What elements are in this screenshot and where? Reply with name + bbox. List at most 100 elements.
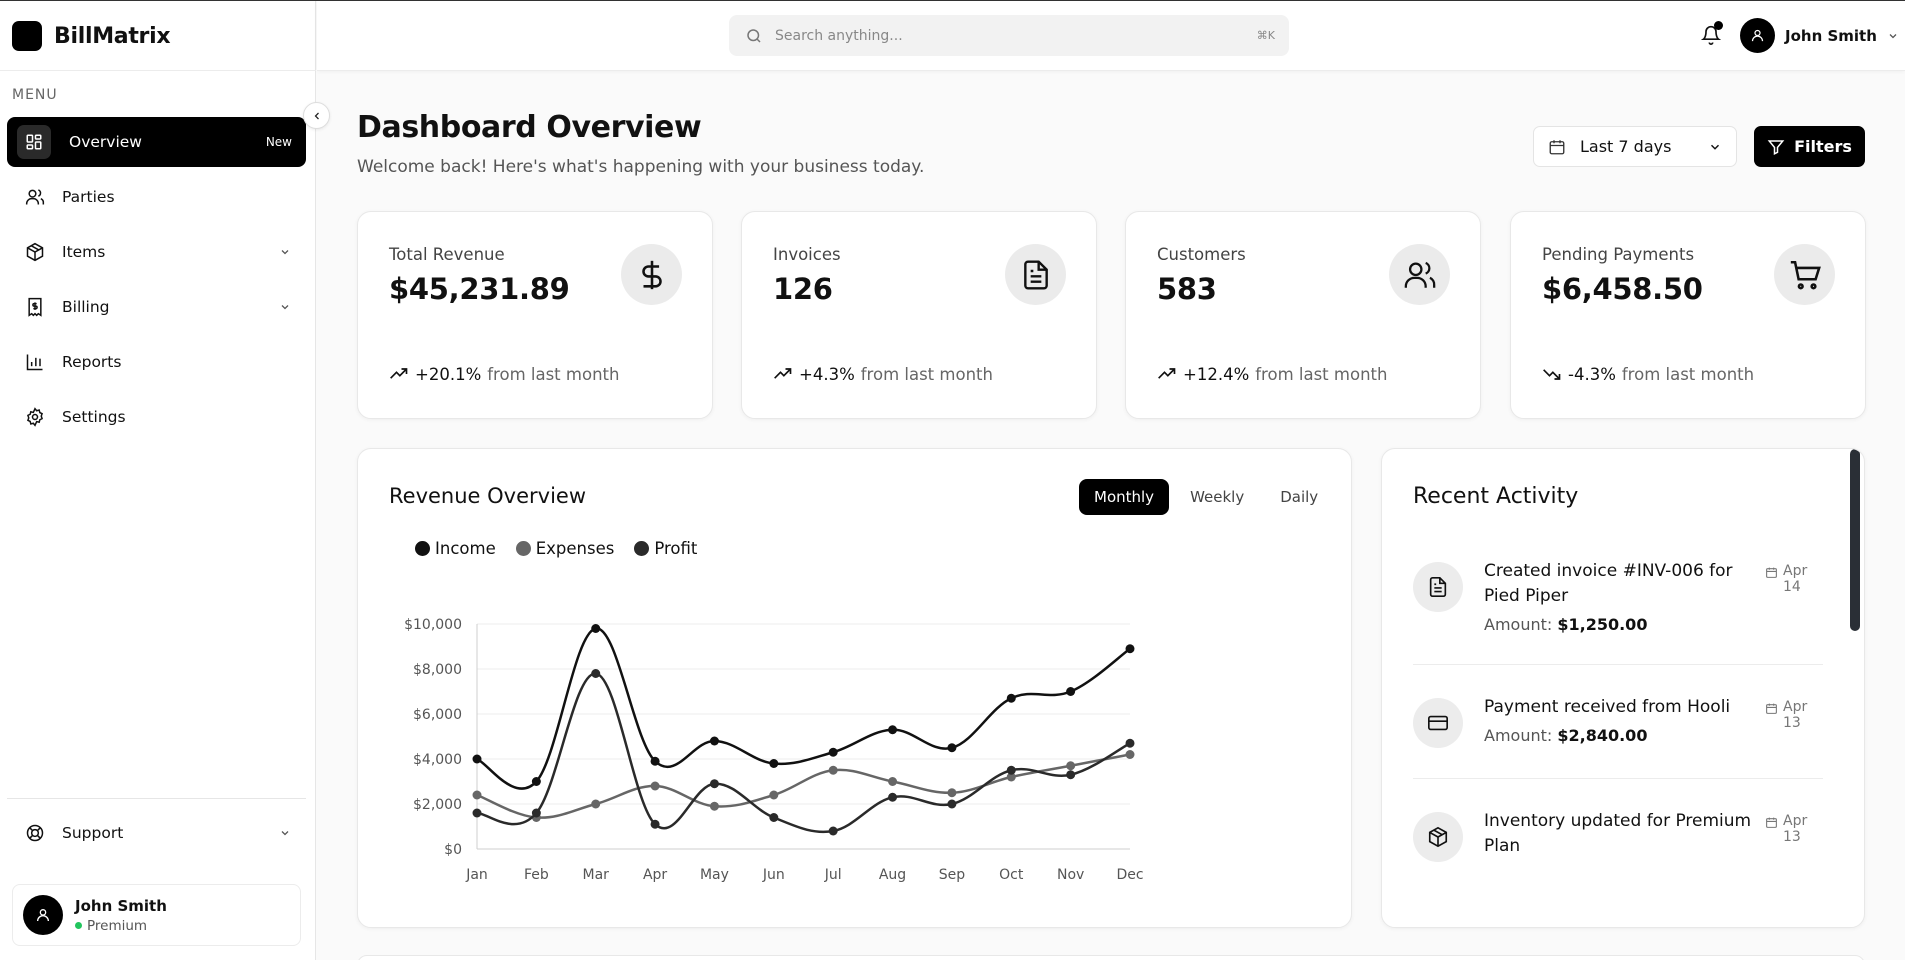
activity-amount: Amount: $2,840.00 [1484,726,1765,745]
sidebar-item-reports[interactable]: Reports [7,337,306,387]
brand-name: BillMatrix [54,23,171,49]
sidebar-item-label: Billing [62,298,110,316]
user-name: John Smith [1785,26,1877,45]
data-point-expenses [888,777,898,786]
calendar-icon [1549,139,1565,154]
brand[interactable]: BillMatrix [12,21,171,51]
date-text: Apr 13 [1783,699,1808,731]
y-tick-label: $0 [444,842,462,858]
stat-change: -4.3% from last month [1542,364,1754,384]
change-value: +4.3% [799,364,855,384]
sidebar-item-parties[interactable]: Parties [7,172,306,222]
x-tick-label: Apr [643,867,667,883]
stat-card-pending-payments: Pending Payments $6,458.50 -4.3% from la… [1510,211,1866,419]
activity-text: Created invoice #INV-006 for Pied Piper [1484,561,1733,606]
stat-label: Customers [1157,245,1246,264]
window-top-border [0,0,1905,1]
grid-icon [17,125,51,159]
data-point-income [531,777,541,786]
data-point-expenses [650,781,660,791]
change-value: +20.1% [415,364,482,384]
sidebar-item-billing[interactable]: Billing [7,282,306,332]
search-input[interactable] [775,27,1257,44]
legend-item-income[interactable]: Income [415,539,496,558]
x-tick-label: May [700,867,729,883]
legend-item-profit[interactable]: Profit [634,539,697,558]
sidebar-item-label: Overview [69,133,142,151]
bar-chart-icon [24,351,46,373]
activity-date: Apr 14 [1765,563,1823,634]
revenue-overview-card: Revenue Overview Monthly Weekly Daily In… [357,448,1352,928]
user-menu[interactable]: John Smith [1740,18,1899,53]
x-tick-label: Jan [465,867,488,883]
chevron-down-icon[interactable] [278,826,292,840]
series-line-profit [476,672,1131,834]
page-title: Dashboard Overview [357,110,702,145]
avatar [23,895,63,935]
date-range-select[interactable]: Last 7 days [1533,126,1737,167]
divider [7,798,306,799]
sidebar-item-label: Settings [62,408,126,426]
legend-item-expenses[interactable]: Expenses [515,539,615,558]
sidebar-item-support[interactable]: Support [7,808,306,858]
data-point-income [591,624,601,633]
user-name: John Smith [75,896,167,915]
users-icon [1389,244,1450,305]
sidebar-item-items[interactable]: Items [7,227,306,277]
x-tick-label: Dec [1116,867,1143,883]
filters-label: Filters [1794,137,1852,156]
data-point-profit [650,819,660,829]
user-info: John Smith Premium [75,897,167,934]
filters-button[interactable]: Filters [1754,126,1865,167]
chevron-down-icon[interactable] [278,300,292,314]
sidebar-item-settings[interactable]: Settings [7,392,306,442]
data-point-profit [591,669,601,678]
chevron-down-icon[interactable] [278,245,292,259]
data-point-income [947,743,957,753]
activity-scrollbar[interactable] [1850,449,1860,631]
activity-item[interactable]: Created invoice #INV-006 for Pied Piper … [1413,559,1823,665]
stat-card-customers: Customers 583 +12.4% from last month [1125,211,1481,419]
x-tick-label: Sep [939,867,966,883]
data-point-income [1125,644,1135,654]
x-tick-label: Jul [824,867,842,883]
tab-monthly[interactable]: Monthly [1079,479,1170,515]
stat-card-total-revenue: Total Revenue $45,231.89 +20.1% from las… [357,211,713,419]
notification-dot [1714,21,1723,30]
sidebar-item-label: Support [62,824,124,842]
search-bar[interactable]: ⌘K [729,15,1289,56]
sidebar-item-label: Reports [62,353,122,371]
package-icon [24,241,46,263]
data-point-profit [888,792,898,802]
credit-card-icon [1413,698,1463,748]
sidebar-collapse-button[interactable] [303,102,330,129]
data-point-profit [531,808,541,818]
sidebar-item-overview[interactable]: Overview New [7,117,306,167]
data-point-expenses [828,765,838,775]
user-plan: Premium [75,918,167,934]
legend-swatch [515,541,531,556]
date-range-label: Last 7 days [1580,137,1672,156]
avatar [1740,18,1775,53]
tab-daily[interactable]: Daily [1280,488,1319,506]
menu-section-label: MENU [12,87,58,103]
legend-swatch [415,541,430,556]
activity-item[interactable]: Inventory updated for Premium Plan Apr 1… [1413,809,1823,892]
tab-weekly[interactable]: Weekly [1190,488,1245,506]
activity-item[interactable]: Payment received from Hooli Amount: $2,8… [1413,695,1823,779]
calendar-icon [1766,703,1777,714]
change-value: -4.3% [1568,364,1616,384]
trending-up-icon [774,368,792,379]
date-text: Apr 13 [1783,813,1808,845]
chevron-left-icon [314,112,319,119]
y-tick-label: $2,000 [413,797,462,813]
stat-label: Pending Payments [1542,245,1695,264]
chevron-down-icon [1889,33,1897,38]
notifications-button[interactable] [1697,21,1725,49]
divider [0,70,316,71]
stat-value: $6,458.50 [1542,272,1703,306]
sidebar-item-label: Items [62,243,106,261]
sidebar-user-card[interactable]: John Smith Premium [12,884,301,946]
legend-label: Expenses [535,539,615,558]
activity-list: Created invoice #INV-006 for Pied Piper … [1413,559,1823,922]
